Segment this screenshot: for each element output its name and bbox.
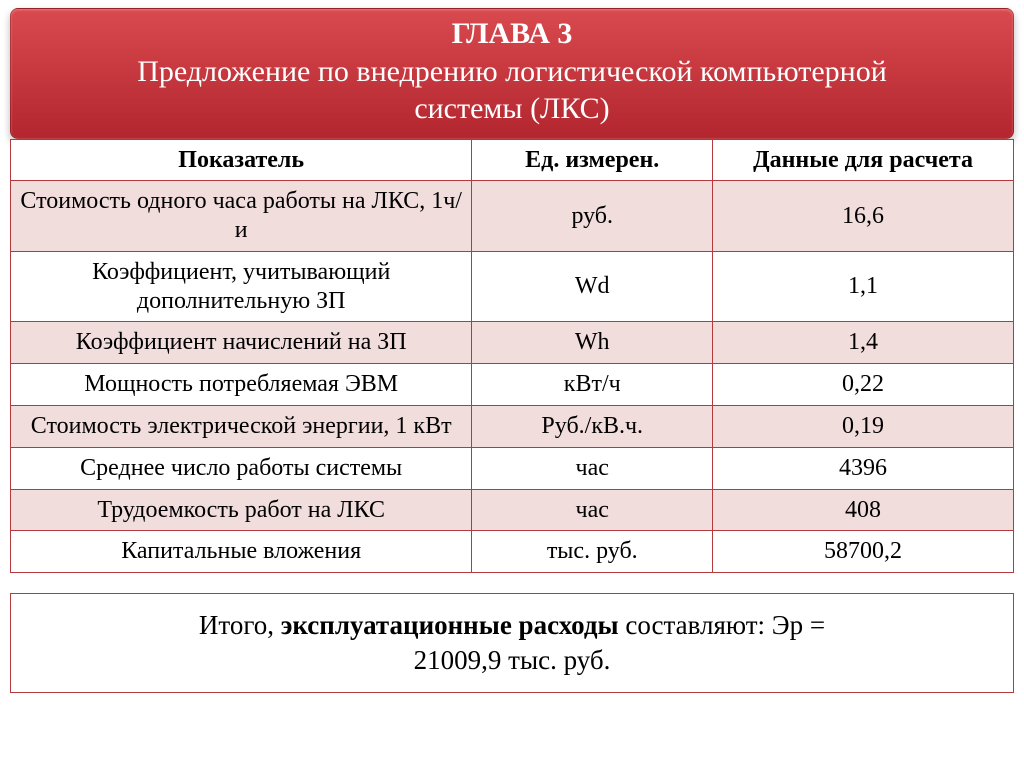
table-header-row: Показатель Ед. измерен. Данные для расче… bbox=[11, 139, 1014, 181]
cell-indicator: Коэффициент начислений на ЗП bbox=[11, 322, 472, 364]
chapter-title: ГЛАВА 3 bbox=[25, 15, 999, 53]
table-row: Коэффициент, учитывающий дополнительную … bbox=[11, 251, 1014, 322]
cell-value: 58700,2 bbox=[713, 531, 1014, 573]
cell-value: 16,6 bbox=[713, 181, 1014, 252]
table-row: Стоимость одного часа работы на ЛКС, 1ч/… bbox=[11, 181, 1014, 252]
cell-unit: час bbox=[472, 447, 713, 489]
summary-pre: Итого, bbox=[199, 610, 281, 640]
cell-unit: час bbox=[472, 489, 713, 531]
chapter-subtitle-line1: Предложение по внедрению логистической к… bbox=[25, 53, 999, 91]
summary-post2: 21009,9 тыс. руб. bbox=[414, 645, 611, 675]
col-header-indicator: Показатель bbox=[11, 139, 472, 181]
chapter-header: ГЛАВА 3 Предложение по внедрению логисти… bbox=[10, 8, 1014, 139]
table-row: Коэффициент начислений на ЗПWh1,4 bbox=[11, 322, 1014, 364]
cell-value: 1,4 bbox=[713, 322, 1014, 364]
cell-indicator: Стоимость одного часа работы на ЛКС, 1ч/… bbox=[11, 181, 472, 252]
col-header-unit: Ед. измерен. bbox=[472, 139, 713, 181]
cell-value: 408 bbox=[713, 489, 1014, 531]
summary-post1: составляют: Эр = bbox=[619, 610, 825, 640]
col-header-value: Данные для расчета bbox=[713, 139, 1014, 181]
cell-value: 0,19 bbox=[713, 406, 1014, 448]
table-row: Среднее число работы системычас4396 bbox=[11, 447, 1014, 489]
table-row: Стоимость электрической энергии, 1 кВтРу… bbox=[11, 406, 1014, 448]
indicators-table: Показатель Ед. измерен. Данные для расче… bbox=[10, 139, 1014, 574]
cell-unit: Wd bbox=[472, 251, 713, 322]
cell-unit: руб. bbox=[472, 181, 713, 252]
summary-bold: эксплуатационные расходы bbox=[281, 610, 619, 640]
table-row: Трудоемкость работ на ЛКСчас408 bbox=[11, 489, 1014, 531]
cell-unit: тыс. руб. bbox=[472, 531, 713, 573]
cell-indicator: Мощность потребляемая ЭВМ bbox=[11, 364, 472, 406]
chapter-subtitle-line2: системы (ЛКС) bbox=[25, 90, 999, 128]
summary-box: Итого, эксплуатационные расходы составля… bbox=[10, 593, 1014, 693]
cell-value: 0,22 bbox=[713, 364, 1014, 406]
table-row: Капитальные вложениятыс. руб.58700,2 bbox=[11, 531, 1014, 573]
cell-indicator: Капитальные вложения bbox=[11, 531, 472, 573]
cell-indicator: Стоимость электрической энергии, 1 кВт bbox=[11, 406, 472, 448]
cell-unit: кВт/ч bbox=[472, 364, 713, 406]
cell-unit: Wh bbox=[472, 322, 713, 364]
cell-unit: Руб./кВ.ч. bbox=[472, 406, 713, 448]
cell-value: 4396 bbox=[713, 447, 1014, 489]
table-row: Мощность потребляемая ЭВМкВт/ч0,22 bbox=[11, 364, 1014, 406]
cell-indicator: Трудоемкость работ на ЛКС bbox=[11, 489, 472, 531]
cell-indicator: Среднее число работы системы bbox=[11, 447, 472, 489]
cell-indicator: Коэффициент, учитывающий дополнительную … bbox=[11, 251, 472, 322]
cell-value: 1,1 bbox=[713, 251, 1014, 322]
